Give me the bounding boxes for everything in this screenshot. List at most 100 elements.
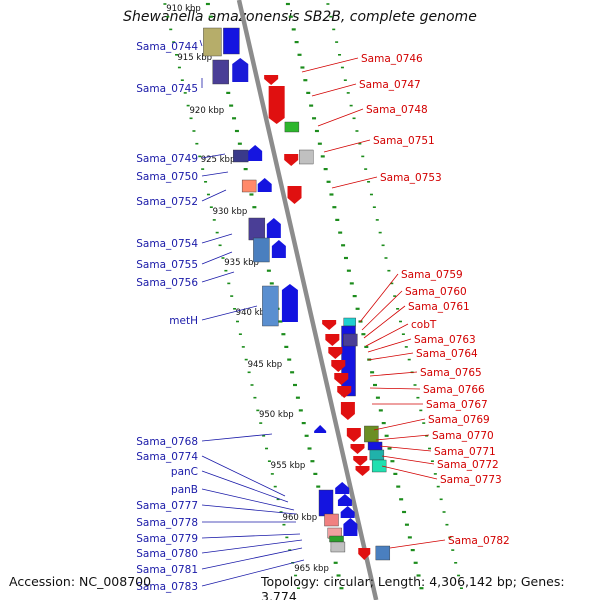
right-gene-label-sama_0765: Sama_0765 xyxy=(420,367,482,379)
gene-arrow-down xyxy=(355,466,370,476)
gene-box xyxy=(369,449,385,461)
left-gene-label-sama_0783: Sama_0783 xyxy=(136,581,198,593)
gene-feature xyxy=(271,240,286,258)
right-gene-label-sama_0782: Sama_0782 xyxy=(448,535,510,547)
leader-line xyxy=(201,271,235,283)
gene-box xyxy=(318,489,334,517)
gene-arrow-up xyxy=(343,518,358,536)
leader-line xyxy=(323,139,371,153)
leader-line xyxy=(301,57,359,73)
left-gene-label-meth: metH xyxy=(169,315,198,327)
leader-line xyxy=(311,83,357,97)
gene-feature xyxy=(328,347,343,359)
gene-arrow-down xyxy=(264,75,279,85)
right-gene-label-sama_0760: Sama_0760 xyxy=(405,286,467,298)
right-gene-label-sama_0770: Sama_0770 xyxy=(432,430,494,442)
right-gene-label-sama_0773: Sama_0773 xyxy=(440,474,502,486)
leader-line xyxy=(367,352,414,361)
leader-line xyxy=(363,305,406,339)
gene-box xyxy=(253,237,270,263)
gene-feature xyxy=(203,27,222,57)
gene-arrow-up xyxy=(271,240,286,258)
coordinate-label: 940 kbp xyxy=(236,308,271,318)
gene-feature xyxy=(318,489,334,517)
gene-feature xyxy=(371,459,387,473)
right-gene-label-sama_0763: Sama_0763 xyxy=(414,334,476,346)
right-gene-label-sama_0764: Sama_0764 xyxy=(416,348,478,360)
gene-feature xyxy=(264,75,279,85)
gene-feature xyxy=(337,494,352,506)
leader-line xyxy=(201,305,258,321)
leader-line xyxy=(201,171,229,177)
leader-line xyxy=(365,323,409,347)
gene-arrow-down xyxy=(358,548,371,560)
right-gene-label-sama_0748: Sama_0748 xyxy=(366,104,428,116)
gene-feature xyxy=(284,121,300,133)
gene-feature xyxy=(223,27,240,55)
gene-box xyxy=(299,149,314,165)
left-gene-label-panb: panB xyxy=(171,484,198,496)
left-gene-label-sama_0750: Sama_0750 xyxy=(136,171,198,183)
coordinate-label: 920 kbp xyxy=(190,106,225,116)
gene-arrow-down xyxy=(284,154,299,166)
gene-feature xyxy=(233,149,249,163)
gene-feature xyxy=(334,373,349,385)
leader-line xyxy=(201,547,303,570)
right-gene-label-sama_0746: Sama_0746 xyxy=(361,53,423,65)
gene-arrow-down xyxy=(346,428,361,442)
gene-arrow-up xyxy=(340,506,355,518)
leader-line xyxy=(201,455,286,497)
gene-box xyxy=(212,59,229,85)
left-gene-label-sama_0780: Sama_0780 xyxy=(136,548,198,560)
gene-feature xyxy=(241,179,257,193)
gene-feature xyxy=(358,548,371,560)
left-gene-label-sama_0754: Sama_0754 xyxy=(136,238,198,250)
leader-line xyxy=(367,338,412,353)
gene-feature xyxy=(257,178,272,192)
gene-feature xyxy=(266,218,281,238)
right-gene-label-sama_0747: Sama_0747 xyxy=(359,79,421,91)
gene-feature xyxy=(355,466,370,476)
gene-feature xyxy=(343,518,358,536)
left-gene-label-sama_0745: Sama_0745 xyxy=(136,83,198,95)
gene-box xyxy=(343,333,358,347)
leader-line xyxy=(381,455,435,465)
gene-arrow-up xyxy=(337,494,352,506)
gene-box xyxy=(248,217,266,241)
coordinate-label: 965 kbp xyxy=(294,564,329,574)
right-gene-label-sama_0772: Sama_0772 xyxy=(437,459,499,471)
gene-feature xyxy=(375,545,391,561)
right-gene-label-sama_0759: Sama_0759 xyxy=(401,269,463,281)
leader-line xyxy=(201,470,289,503)
gene-arrow-up xyxy=(281,284,298,322)
right-gene-label-sama_0769: Sama_0769 xyxy=(428,414,490,426)
gene-arrow-up xyxy=(314,425,327,433)
gene-feature xyxy=(350,444,365,454)
left-gene-label-sama_0744: Sama_0744 xyxy=(136,41,198,53)
gene-arrow-down xyxy=(353,456,368,466)
left-gene-label-sama_0752: Sama_0752 xyxy=(136,196,198,208)
leader-line xyxy=(201,559,305,587)
gene-box xyxy=(371,459,387,473)
left-gene-label-sama_0749: Sama_0749 xyxy=(136,153,198,165)
coordinate-label: 935 kbp xyxy=(224,258,259,268)
left-gene-label-sama_0778: Sama_0778 xyxy=(136,517,198,529)
gene-feature xyxy=(287,186,302,204)
leader-line xyxy=(381,465,438,480)
gene-box xyxy=(233,149,249,163)
gene-feature xyxy=(262,285,279,327)
gene-feature xyxy=(346,428,361,442)
coordinate-label: 955 kbp xyxy=(271,461,306,471)
gene-feature xyxy=(343,333,358,347)
gene-feature xyxy=(212,59,229,85)
genome-backbone xyxy=(236,0,379,600)
right-gene-label-sama_0761: Sama_0761 xyxy=(408,301,470,313)
gene-feature xyxy=(325,334,340,346)
gene-box xyxy=(203,27,222,57)
gene-box xyxy=(223,27,240,55)
gene-arrow-down xyxy=(337,386,352,398)
coordinate-label: 950 kbp xyxy=(259,410,294,420)
gene-arrow-up xyxy=(266,218,281,238)
leader-line xyxy=(201,488,295,511)
